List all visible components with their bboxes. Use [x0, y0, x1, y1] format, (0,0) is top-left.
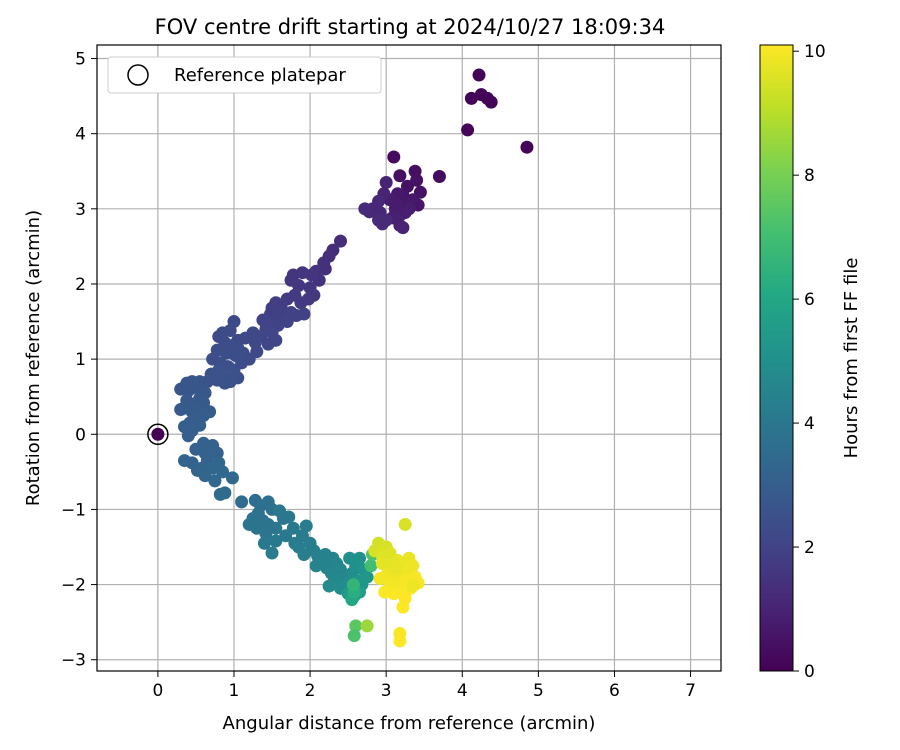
data-point	[379, 176, 393, 190]
data-point	[358, 202, 372, 216]
x-tick-label: 1	[229, 681, 240, 701]
data-point	[343, 551, 357, 565]
data-point	[349, 619, 363, 633]
legend-entry-label: Reference platepar	[174, 65, 346, 86]
data-point	[396, 600, 410, 614]
legend-box	[107, 56, 382, 94]
data-point	[391, 198, 405, 212]
data-point	[265, 546, 279, 560]
data-point	[197, 408, 211, 422]
data-point	[393, 169, 407, 183]
colorbar-tick-label: 0	[804, 662, 815, 682]
y-tick-label: −2	[61, 576, 86, 596]
data-point	[322, 579, 336, 593]
data-point	[259, 526, 273, 540]
data-point	[334, 234, 348, 248]
data-point	[292, 278, 306, 292]
data-point	[242, 517, 256, 531]
data-point	[309, 559, 323, 573]
data-point	[235, 495, 249, 509]
x-tick-label: 2	[305, 681, 316, 701]
legend: Reference platepar	[107, 56, 382, 94]
data-point	[360, 570, 374, 584]
data-point	[216, 465, 230, 479]
x-tick-label: 3	[381, 681, 392, 701]
data-point	[353, 551, 367, 565]
x-axis: 0 1 2 3 4 5 6 7	[152, 671, 696, 701]
legend-marker-icon	[127, 64, 149, 86]
y-axis: −3 −2 −1 0 1 2 3 4 5	[61, 50, 97, 671]
y-tick-label: 3	[75, 200, 86, 220]
data-point	[398, 517, 412, 531]
data-point	[472, 68, 486, 82]
data-point	[484, 95, 498, 109]
data-point	[432, 170, 446, 184]
data-point	[269, 521, 283, 535]
colorbar-tick-label: 8	[804, 166, 815, 186]
data-point	[372, 213, 386, 227]
colorbar-tick-label: 6	[804, 290, 815, 310]
colorbar-tick-label: 4	[804, 414, 815, 434]
data-point	[257, 536, 271, 550]
plot-frame	[96, 44, 722, 672]
y-tick-label: 2	[75, 275, 86, 295]
colorbar-label: Hours from first FF file	[841, 258, 862, 459]
colorbar-tick-label: 2	[804, 538, 815, 558]
y-tick-label: 5	[75, 50, 86, 70]
data-point	[364, 559, 378, 573]
data-point	[299, 519, 313, 533]
data-point	[387, 150, 401, 164]
x-tick-label: 6	[609, 681, 620, 701]
grid-lines	[97, 45, 721, 671]
data-point	[282, 510, 296, 524]
data-point	[218, 486, 232, 500]
data-point	[208, 474, 222, 488]
data-point	[406, 579, 420, 593]
y-axis-label: Rotation from reference (arcmin)	[23, 210, 44, 506]
reference-point-fill	[151, 427, 165, 441]
data-point	[461, 123, 475, 137]
data-point	[235, 356, 249, 370]
y-tick-label: −3	[61, 651, 86, 671]
data-point	[269, 534, 283, 548]
data-point	[210, 446, 224, 460]
x-tick-label: 5	[533, 681, 544, 701]
data-point	[388, 561, 402, 575]
x-axis-label: Angular distance from reference (arcmin)	[223, 713, 596, 734]
y-tick-label: 1	[75, 350, 86, 370]
data-point	[279, 529, 293, 543]
data-point	[396, 221, 410, 235]
data-point	[178, 454, 192, 468]
data-point	[378, 585, 392, 599]
data-point	[410, 173, 424, 187]
data-points	[174, 68, 534, 648]
data-point	[360, 619, 374, 633]
colorbar-ticks: 0 2 4 6 8 10	[793, 42, 826, 682]
x-tick-label: 0	[152, 681, 163, 701]
data-point	[225, 471, 239, 485]
x-tick-label: 7	[685, 681, 696, 701]
data-point	[393, 634, 407, 648]
data-point	[373, 572, 387, 586]
data-point	[347, 629, 361, 643]
data-point	[181, 429, 195, 443]
data-point	[464, 91, 478, 105]
chart-title: FOV centre drift starting at 2024/10/27 …	[155, 15, 666, 39]
y-tick-label: 0	[75, 425, 86, 445]
data-point	[297, 548, 311, 562]
data-point	[520, 140, 534, 154]
y-tick-label: 4	[75, 125, 86, 145]
colorbar-gradient	[759, 44, 794, 672]
x-tick-label: 4	[457, 681, 468, 701]
colorbar-tick-label: 10	[804, 42, 826, 62]
reference-marker-layer	[147, 423, 169, 446]
y-tick-label: −1	[61, 500, 86, 520]
data-point	[223, 375, 237, 389]
reference-platepar-marker	[147, 423, 169, 446]
data-point	[346, 578, 360, 592]
colorbar: 0 2 4 6 8 10 Hours from first FF file	[759, 42, 862, 682]
data-point	[297, 307, 311, 321]
data-point	[174, 402, 188, 416]
